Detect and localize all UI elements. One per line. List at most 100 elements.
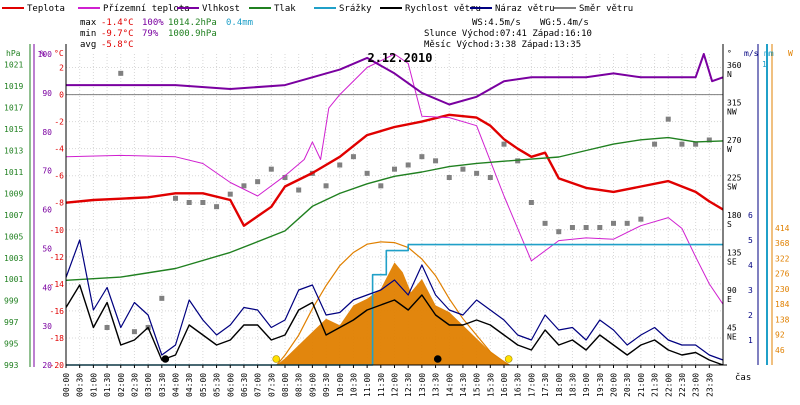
chart-title: 2.12.2010 [367,51,432,65]
point-wind-direction [255,179,261,185]
tick-x: 09:30 [322,373,331,397]
axis-unit-hpa: hPa [6,49,21,58]
legend-label: Náraz větru [495,4,555,14]
tick-x: 01:30 [103,373,112,397]
tick-temp: 0 [59,91,64,100]
tick-temp: -20 [50,361,65,370]
axis-unit-humidity: % [40,49,45,58]
series-line-přízemní-teplota [65,53,724,305]
tick-humidity: 20 [42,361,52,370]
point-wind-direction [364,170,370,176]
tick-solar: 92 [775,331,785,340]
solar-radiation-layer [276,241,510,366]
tick-direction-compass: E [727,295,732,304]
tick-hpa: 1005 [4,232,23,241]
marker-moonset [433,355,442,363]
point-wind-direction [460,166,466,172]
tick-direction-compass: NE [727,333,737,342]
tick-wind: 4 [748,261,753,270]
legend: Teplota Přízemní teplota Vlhkost Tlak Srážky… [2,4,633,14]
tick-temp: -6 [54,172,64,181]
axis-unit-wind: m/s [744,49,759,58]
series-line-rychlost-větru [65,284,724,366]
point-wind-direction [706,137,712,143]
tick-x: 21:30 [651,373,660,397]
tick-x: 10:30 [349,373,358,397]
point-wind-direction [597,225,603,230]
tick-hpa: 993 [4,361,19,370]
tick-x: 03:30 [158,373,167,397]
stat-min-temp: -9.7°C [101,29,134,39]
point-wind-direction [624,220,630,226]
point-wind-direction [350,154,356,160]
tick-direction-deg: 45 [727,324,737,333]
tick-x: 11:00 [363,373,372,397]
tick-x: 00:00 [62,373,71,397]
tick-wind: 1 [748,336,753,345]
tick-x: 19:00 [582,373,591,397]
tick-hpa: 1021 [4,61,23,70]
axis-unit-direction: ° [727,49,732,58]
tick-solar: 138 [775,315,790,324]
point-wind-direction [227,191,233,197]
tick-x: 06:30 [240,373,249,397]
tick-x: 22:00 [664,373,673,397]
series-line-srážky [66,243,723,366]
tick-direction-deg: 270 [727,136,742,145]
tick-direction-compass: S [727,220,732,229]
tick-solar: 46 [775,346,785,355]
axis-unit-solar: W [788,49,793,58]
stat-min-press: 1000.9hPa [168,29,217,39]
point-wind-direction [337,162,343,168]
tick-direction-deg: 90 [727,286,737,295]
tick-solar: 368 [775,239,790,248]
point-wind-direction [296,187,302,193]
point-wind-direction [652,141,658,147]
marker-sunset [504,355,513,363]
point-wind-direction [200,200,206,205]
stat-max-temp: -1.4°C [101,18,134,28]
tick-x: 20:00 [610,373,619,397]
tick-x: 18:00 [555,373,564,397]
legend-label: Vlhkost [202,4,240,14]
tick-temp: -18 [50,334,65,343]
point-wind-direction [679,141,685,147]
tick-x: 23:00 [692,373,701,397]
tick-solar: 414 [775,224,790,233]
tick-temp: -8 [54,199,64,208]
tick-direction-deg: 180 [727,211,742,220]
tick-x: 23:30 [705,373,714,397]
legend-label: Teplota [27,4,65,14]
tick-x: 01:00 [89,373,98,397]
tick-rain: 1 [762,60,767,69]
tick-x: 05:00 [199,373,208,397]
header-info: 2.12.2010 max -1.4°C 100% 1014.2hPa 0.4m… [80,18,751,383]
tick-x: 19:30 [596,373,605,397]
marker-sunrise [272,355,281,363]
point-wind-direction [542,220,548,226]
tick-x: 09:00 [308,373,317,397]
tick-x: 10:00 [336,373,345,397]
point-wind-direction [118,70,124,76]
x-axis-label: čas [735,372,751,383]
tick-temp: -14 [50,280,65,289]
stat-avg-label: avg [80,40,96,50]
tick-x: 03:00 [144,373,153,397]
tick-x: 15:30 [486,373,495,397]
tick-x: 13:30 [432,373,441,397]
tick-hpa: 1017 [4,104,23,113]
tick-x: 06:00 [226,373,235,397]
tick-hpa: 997 [4,318,19,327]
tick-x: 02:00 [117,373,126,397]
tick-direction-compass: SW [727,183,737,192]
point-wind-direction [378,183,384,189]
tick-solar: 322 [775,254,790,263]
tick-x: 12:00 [391,373,400,397]
tick-direction-deg: 225 [727,174,742,183]
tick-wind: 3 [748,286,753,295]
point-wind-direction [159,295,165,301]
tick-solar: 230 [775,285,790,294]
tick-hpa: 1007 [4,211,23,220]
legend-label: Přízemní teplota [103,4,190,14]
